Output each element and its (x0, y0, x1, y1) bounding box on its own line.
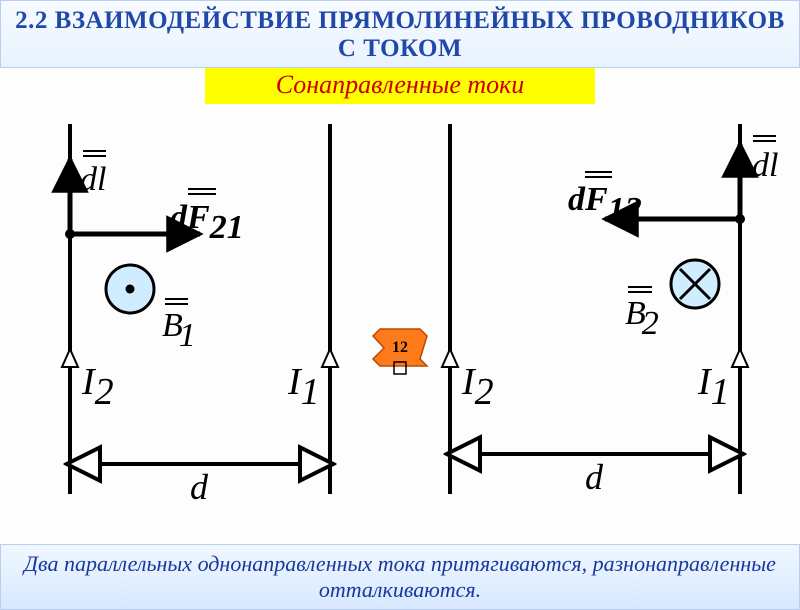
page-title: 2.2 ВЗАИМОДЕЙСТВИЕ ПРЯМОЛИНЕЙНЫХ ПРОВОДН… (5, 7, 795, 63)
label-dl-right: dl (752, 147, 778, 184)
label-I2-right: I2 (461, 361, 494, 413)
current-arrow-I2-right (442, 349, 458, 367)
label-I1-left: I1 (287, 361, 320, 413)
footer-bar: Два параллельных однонаправленных тока п… (0, 544, 800, 610)
label-I1-right: I1 (697, 361, 730, 413)
label-B2: B2 (625, 295, 659, 342)
label-d-left: d (190, 467, 209, 507)
label-I2-left: I2 (81, 361, 114, 413)
current-arrow-I1-left (322, 349, 338, 367)
subtitle-bar: Сонаправленные токи (205, 68, 595, 104)
subtitle-text: Сонаправленные токи (276, 70, 525, 99)
footer-text: Два параллельных однонаправленных тока п… (24, 551, 776, 602)
diagram-area: dl dF21 B1 I2 I1 d (0, 104, 800, 544)
label-B1: B1 (162, 307, 196, 354)
current-arrow-I1-right (732, 349, 748, 367)
center-badge-text: 12 (392, 339, 408, 356)
label-dl-left: dl (80, 161, 106, 198)
title-bar: 2.2 ВЗАИМОДЕЙСТВИЕ ПРЯМОЛИНЕЙНЫХ ПРОВОДН… (0, 0, 800, 68)
current-arrow-I2-left (62, 349, 78, 367)
right-panel: dl dF12 B2 I2 I1 d (442, 124, 778, 497)
left-panel: dl dF21 B1 I2 I1 d (62, 124, 338, 507)
center-badge: 12 (373, 329, 427, 374)
field-B1-dot (126, 285, 135, 294)
label-d-right: d (585, 457, 604, 497)
label-dF21: dF21 (170, 199, 244, 246)
label-dF12: dF12 (568, 181, 642, 228)
